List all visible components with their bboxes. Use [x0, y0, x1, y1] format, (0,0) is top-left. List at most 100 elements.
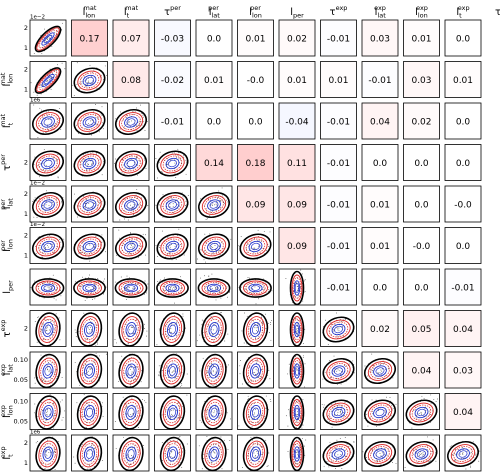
contour-level-1 [35, 112, 61, 132]
scatter-point [95, 117, 97, 119]
scatter-point [337, 454, 339, 456]
scatter-point [227, 448, 229, 450]
scatter-point [454, 454, 456, 456]
scatter-point [176, 321, 178, 323]
contour-level-4 [334, 325, 343, 334]
contour-level-0 [73, 108, 106, 136]
scatter-point [220, 312, 222, 313]
scatter-point [259, 245, 261, 247]
scatter-point [251, 380, 253, 382]
scatter-point [140, 381, 142, 383]
contour-level-1 [160, 280, 185, 296]
scatter-point [180, 276, 182, 278]
scatter-point [136, 328, 138, 330]
scatter-point [73, 456, 75, 458]
scatter-point [240, 286, 242, 288]
corr-value: 0.03 [411, 76, 431, 86]
scatter-point [302, 355, 304, 357]
corr-box [403, 268, 440, 306]
scatter-point [41, 331, 43, 333]
scatter-point [78, 252, 80, 254]
density-cell-r9-c1 [71, 393, 108, 430]
density-cell-r10-c4 [195, 434, 233, 472]
scatter-point [47, 326, 49, 328]
scatter-point [418, 455, 420, 457]
scatter-point [384, 415, 386, 417]
scatter-point [258, 336, 260, 338]
scatter-point [330, 321, 332, 323]
contour-level-3 [165, 283, 180, 293]
scatter-point [332, 408, 334, 410]
scatter-point [170, 456, 172, 458]
scatter-point [37, 416, 39, 418]
scatter-point [214, 384, 216, 386]
scatter-point [344, 401, 346, 403]
contour-level-4 [251, 449, 260, 459]
density-frame [29, 227, 67, 264]
density-cell-r6-c4 [195, 268, 233, 306]
contour-level-4 [85, 118, 94, 126]
scatter-point [94, 362, 96, 364]
contour-level-2 [245, 238, 266, 255]
density-cell-r9-c3 [154, 393, 191, 430]
contour-level-1 [204, 399, 224, 426]
scatter-point [41, 169, 43, 171]
density-frame [71, 268, 108, 306]
scatter-point [218, 447, 220, 449]
scatter-point [177, 207, 179, 209]
scatter-point [142, 114, 144, 116]
scatter-point [423, 415, 425, 417]
scatter-point [257, 235, 259, 237]
density-cell-r3-c1 [71, 144, 108, 181]
scatter-point [384, 362, 386, 364]
scatter-point [203, 453, 205, 455]
scatter-point [171, 323, 173, 325]
scatter-point [257, 229, 259, 231]
scatter-point [90, 420, 92, 422]
svg-text:τmat: τmat [495, 4, 500, 18]
scatter-point [44, 316, 46, 318]
scatter-point [263, 230, 265, 232]
scatter-point [52, 157, 54, 159]
corr-value: 0.11 [287, 159, 307, 169]
scatter-point [334, 323, 336, 325]
scatter-point [390, 415, 392, 417]
scatter-point [186, 161, 187, 163]
contour-level-3 [41, 116, 55, 128]
scatter-point [57, 117, 59, 119]
scatter-point [243, 342, 245, 344]
scatter-point [288, 363, 290, 365]
scatter-point [134, 450, 136, 452]
density-cell-r5-c3 [154, 227, 191, 264]
scatter-point [229, 291, 230, 293]
corr-value: -0.01 [327, 35, 350, 45]
scatter-point [435, 452, 436, 454]
scatter-point [179, 462, 181, 464]
scatter-point [49, 277, 51, 279]
scatter-point [343, 415, 345, 417]
density-cell-r4-c2 [112, 185, 150, 223]
scatter-point [171, 198, 173, 200]
contour-level-0 [34, 25, 62, 53]
scatter-point [344, 449, 346, 451]
scatter-point [143, 293, 145, 295]
contour-level-2 [40, 401, 56, 424]
scatter-point [34, 197, 36, 199]
scatter-point [455, 449, 457, 450]
label-sup: exp [416, 4, 428, 12]
scatter-point [133, 162, 135, 164]
scatter-point [285, 415, 287, 417]
left-tick-label: 0.05 [14, 418, 28, 426]
scatter-point [211, 462, 213, 463]
density-cell-r5-c0 [29, 227, 67, 264]
scatter-point [211, 245, 213, 247]
scatter-point [128, 329, 130, 331]
scatter-point [47, 439, 48, 441]
scatter-point [254, 286, 256, 288]
scatter-point [263, 288, 265, 290]
density-frame [112, 185, 150, 223]
scatter-point [184, 205, 186, 206]
contour-level-0 [156, 191, 189, 219]
scatter-point [123, 244, 125, 245]
scatter-point [86, 297, 88, 299]
